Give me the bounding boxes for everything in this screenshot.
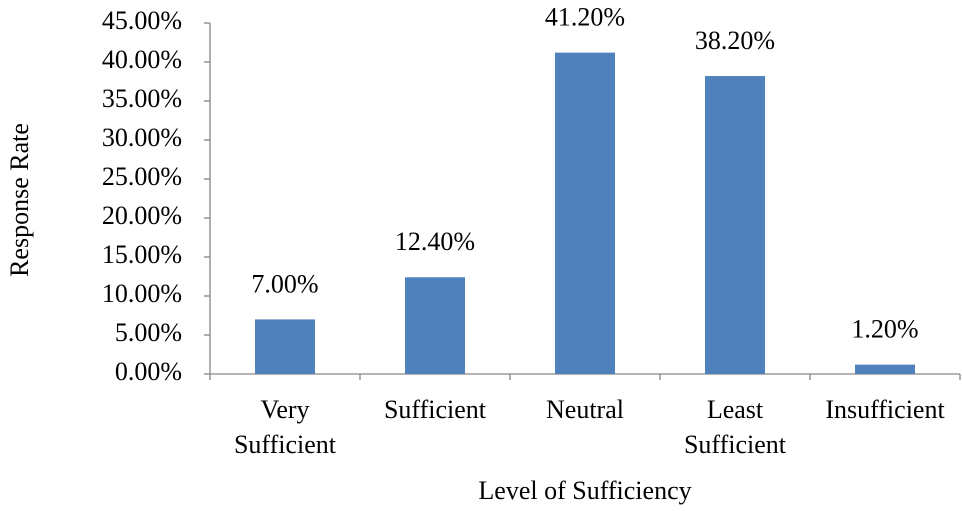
data-label: 7.00% bbox=[251, 269, 318, 298]
x-tick-label: Least Sufficient bbox=[684, 395, 787, 459]
x-tick-label: Sufficient bbox=[384, 395, 487, 424]
y-tick-label: 25.00% bbox=[102, 162, 182, 191]
y-tick-label: 5.00% bbox=[115, 318, 182, 347]
y-tick-label: 35.00% bbox=[102, 84, 182, 113]
y-tick-label: 40.00% bbox=[102, 45, 182, 74]
data-label: 41.20% bbox=[545, 3, 625, 32]
y-tick-label: 30.00% bbox=[102, 123, 182, 152]
bar bbox=[555, 52, 615, 374]
y-tick-label: 45.00% bbox=[102, 6, 182, 35]
x-tick-label: Very Sufficient bbox=[234, 395, 337, 459]
data-label: 38.20% bbox=[695, 26, 775, 55]
data-label: 12.40% bbox=[395, 227, 475, 256]
bar bbox=[405, 277, 465, 374]
y-tick-label: 20.00% bbox=[102, 201, 182, 230]
y-axis-label: Response Rate bbox=[5, 123, 34, 277]
x-tick-label: Insufficient bbox=[825, 395, 945, 424]
y-tick-label: 10.00% bbox=[102, 279, 182, 308]
x-axis-label: Level of Sufficiency bbox=[478, 476, 691, 505]
bar bbox=[255, 319, 315, 374]
x-tick-label: Neutral bbox=[546, 395, 624, 424]
bar bbox=[855, 364, 915, 374]
bar bbox=[705, 76, 765, 374]
data-label: 1.20% bbox=[851, 315, 918, 344]
y-tick-label: 15.00% bbox=[102, 240, 182, 269]
y-tick-label: 0.00% bbox=[115, 357, 182, 386]
